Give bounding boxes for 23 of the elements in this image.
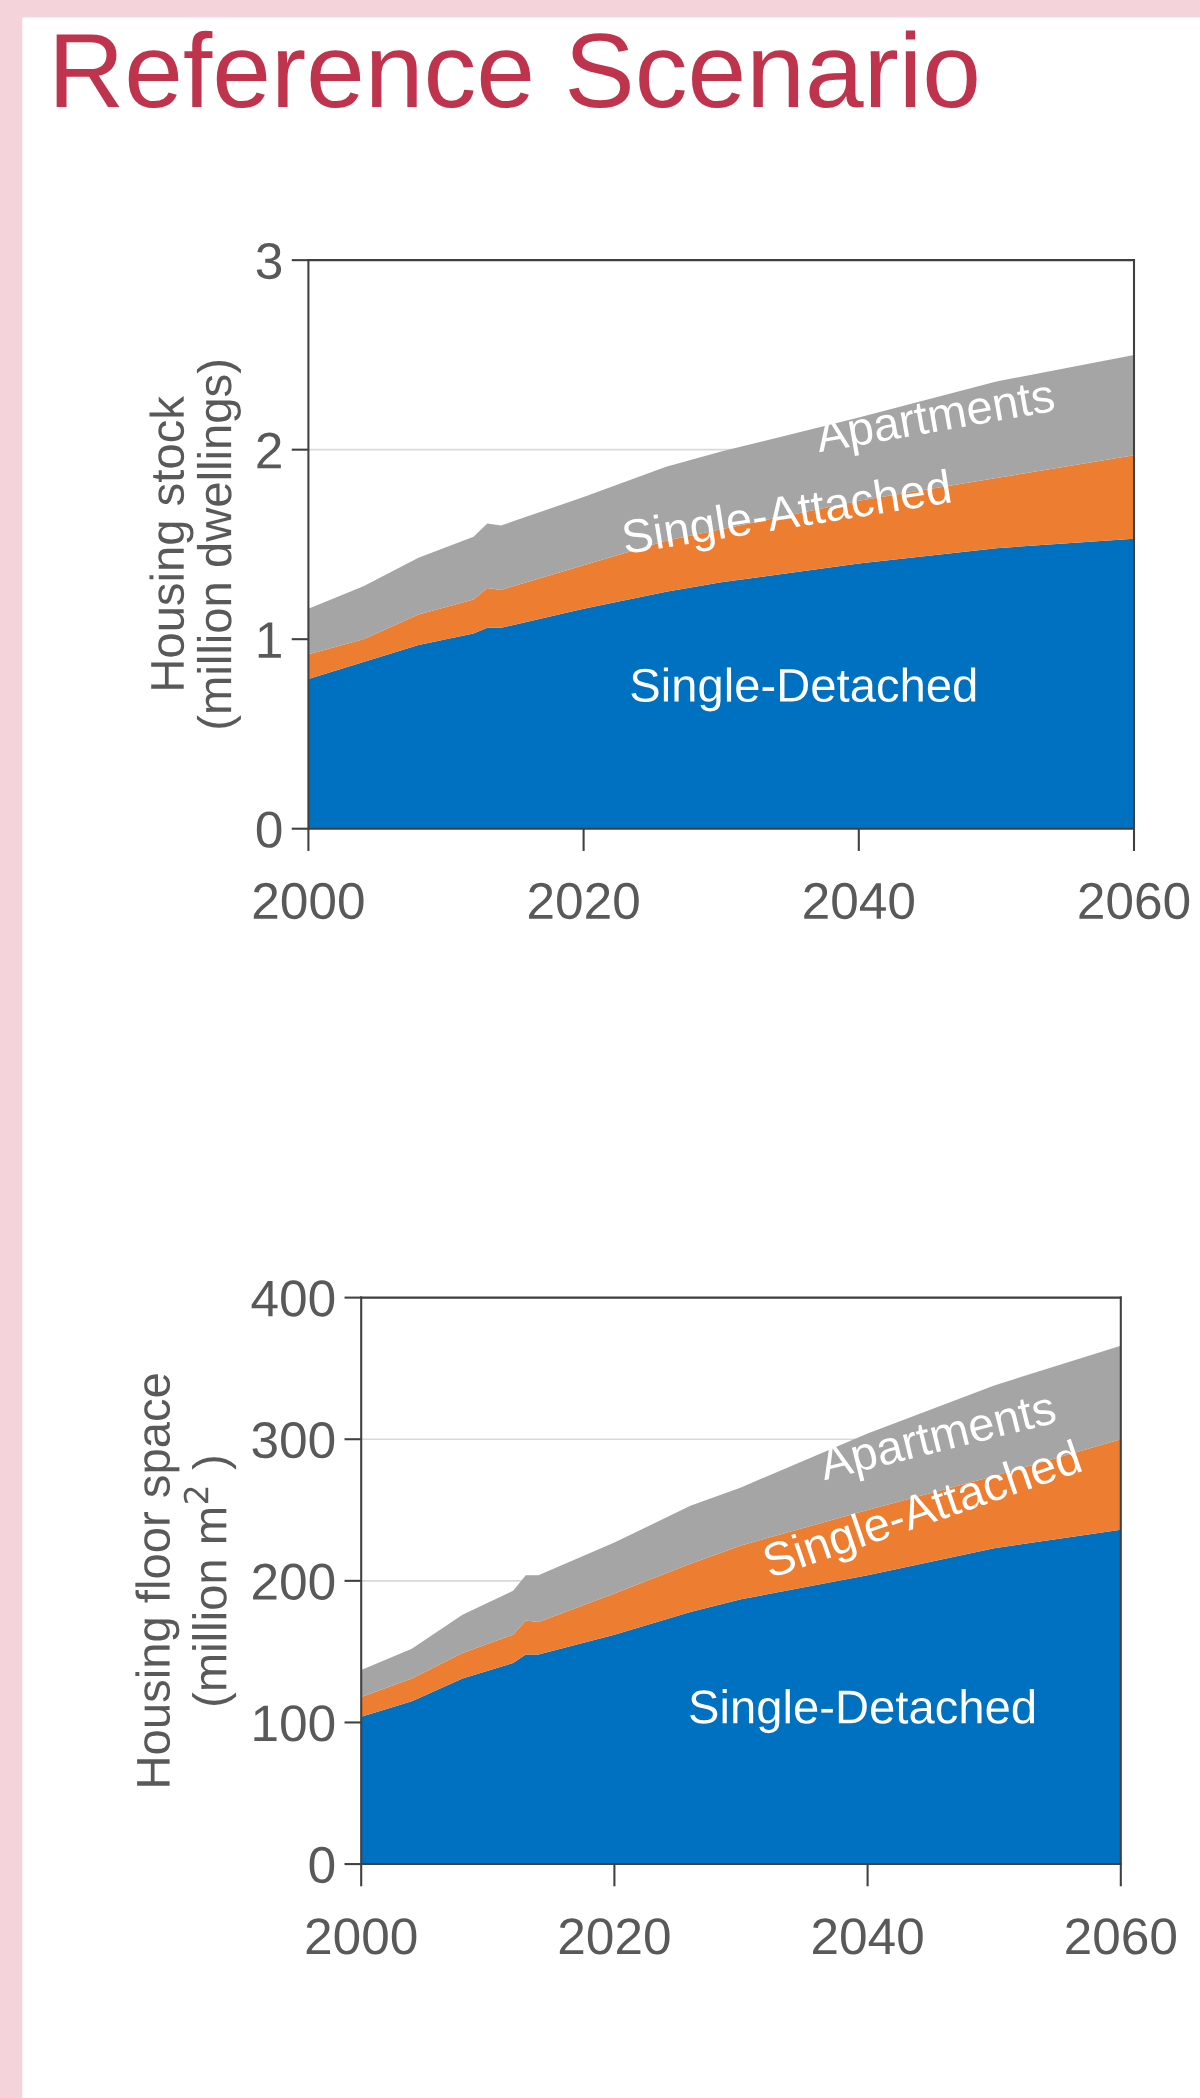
y-tick-label: 2 [257, 432, 281, 469]
x-tick-label: 2060 [1079, 882, 1190, 920]
y-axis-title: Housing floor space (million m$^{2}$ ) [135, 1374, 237, 1786]
chart-title: Reference Scenario [56, 30, 977, 109]
y-tick-label: 1 [258, 622, 281, 658]
y-tick-label: 200 [253, 1563, 335, 1600]
y-axis-title: Housing stock (million dwellings) [149, 361, 241, 728]
y-tick-label: 3 [256, 242, 282, 280]
x-tick-label: 2060 [1066, 1918, 1176, 1955]
y-tick-label: 300 [252, 1421, 335, 1459]
y-tick-label: 0 [309, 1846, 335, 1884]
x-tick-label: 2000 [306, 1918, 417, 1955]
series-label: Single-Detached [631, 667, 976, 712]
y-tick-label: 0 [256, 811, 282, 848]
y-tick-label: 100 [254, 1705, 335, 1742]
x-tick-label: 2020 [559, 1918, 670, 1955]
x-tick-label: 2040 [813, 1918, 923, 1955]
series-label: Apartments [813, 378, 1057, 462]
x-tick-label: 2000 [253, 882, 364, 920]
x-tick-label: 2040 [804, 882, 914, 920]
y-tick-label: 400 [251, 1280, 335, 1317]
x-tick-label: 2020 [529, 882, 639, 920]
series-label: Single-Detached [690, 1689, 1035, 1734]
